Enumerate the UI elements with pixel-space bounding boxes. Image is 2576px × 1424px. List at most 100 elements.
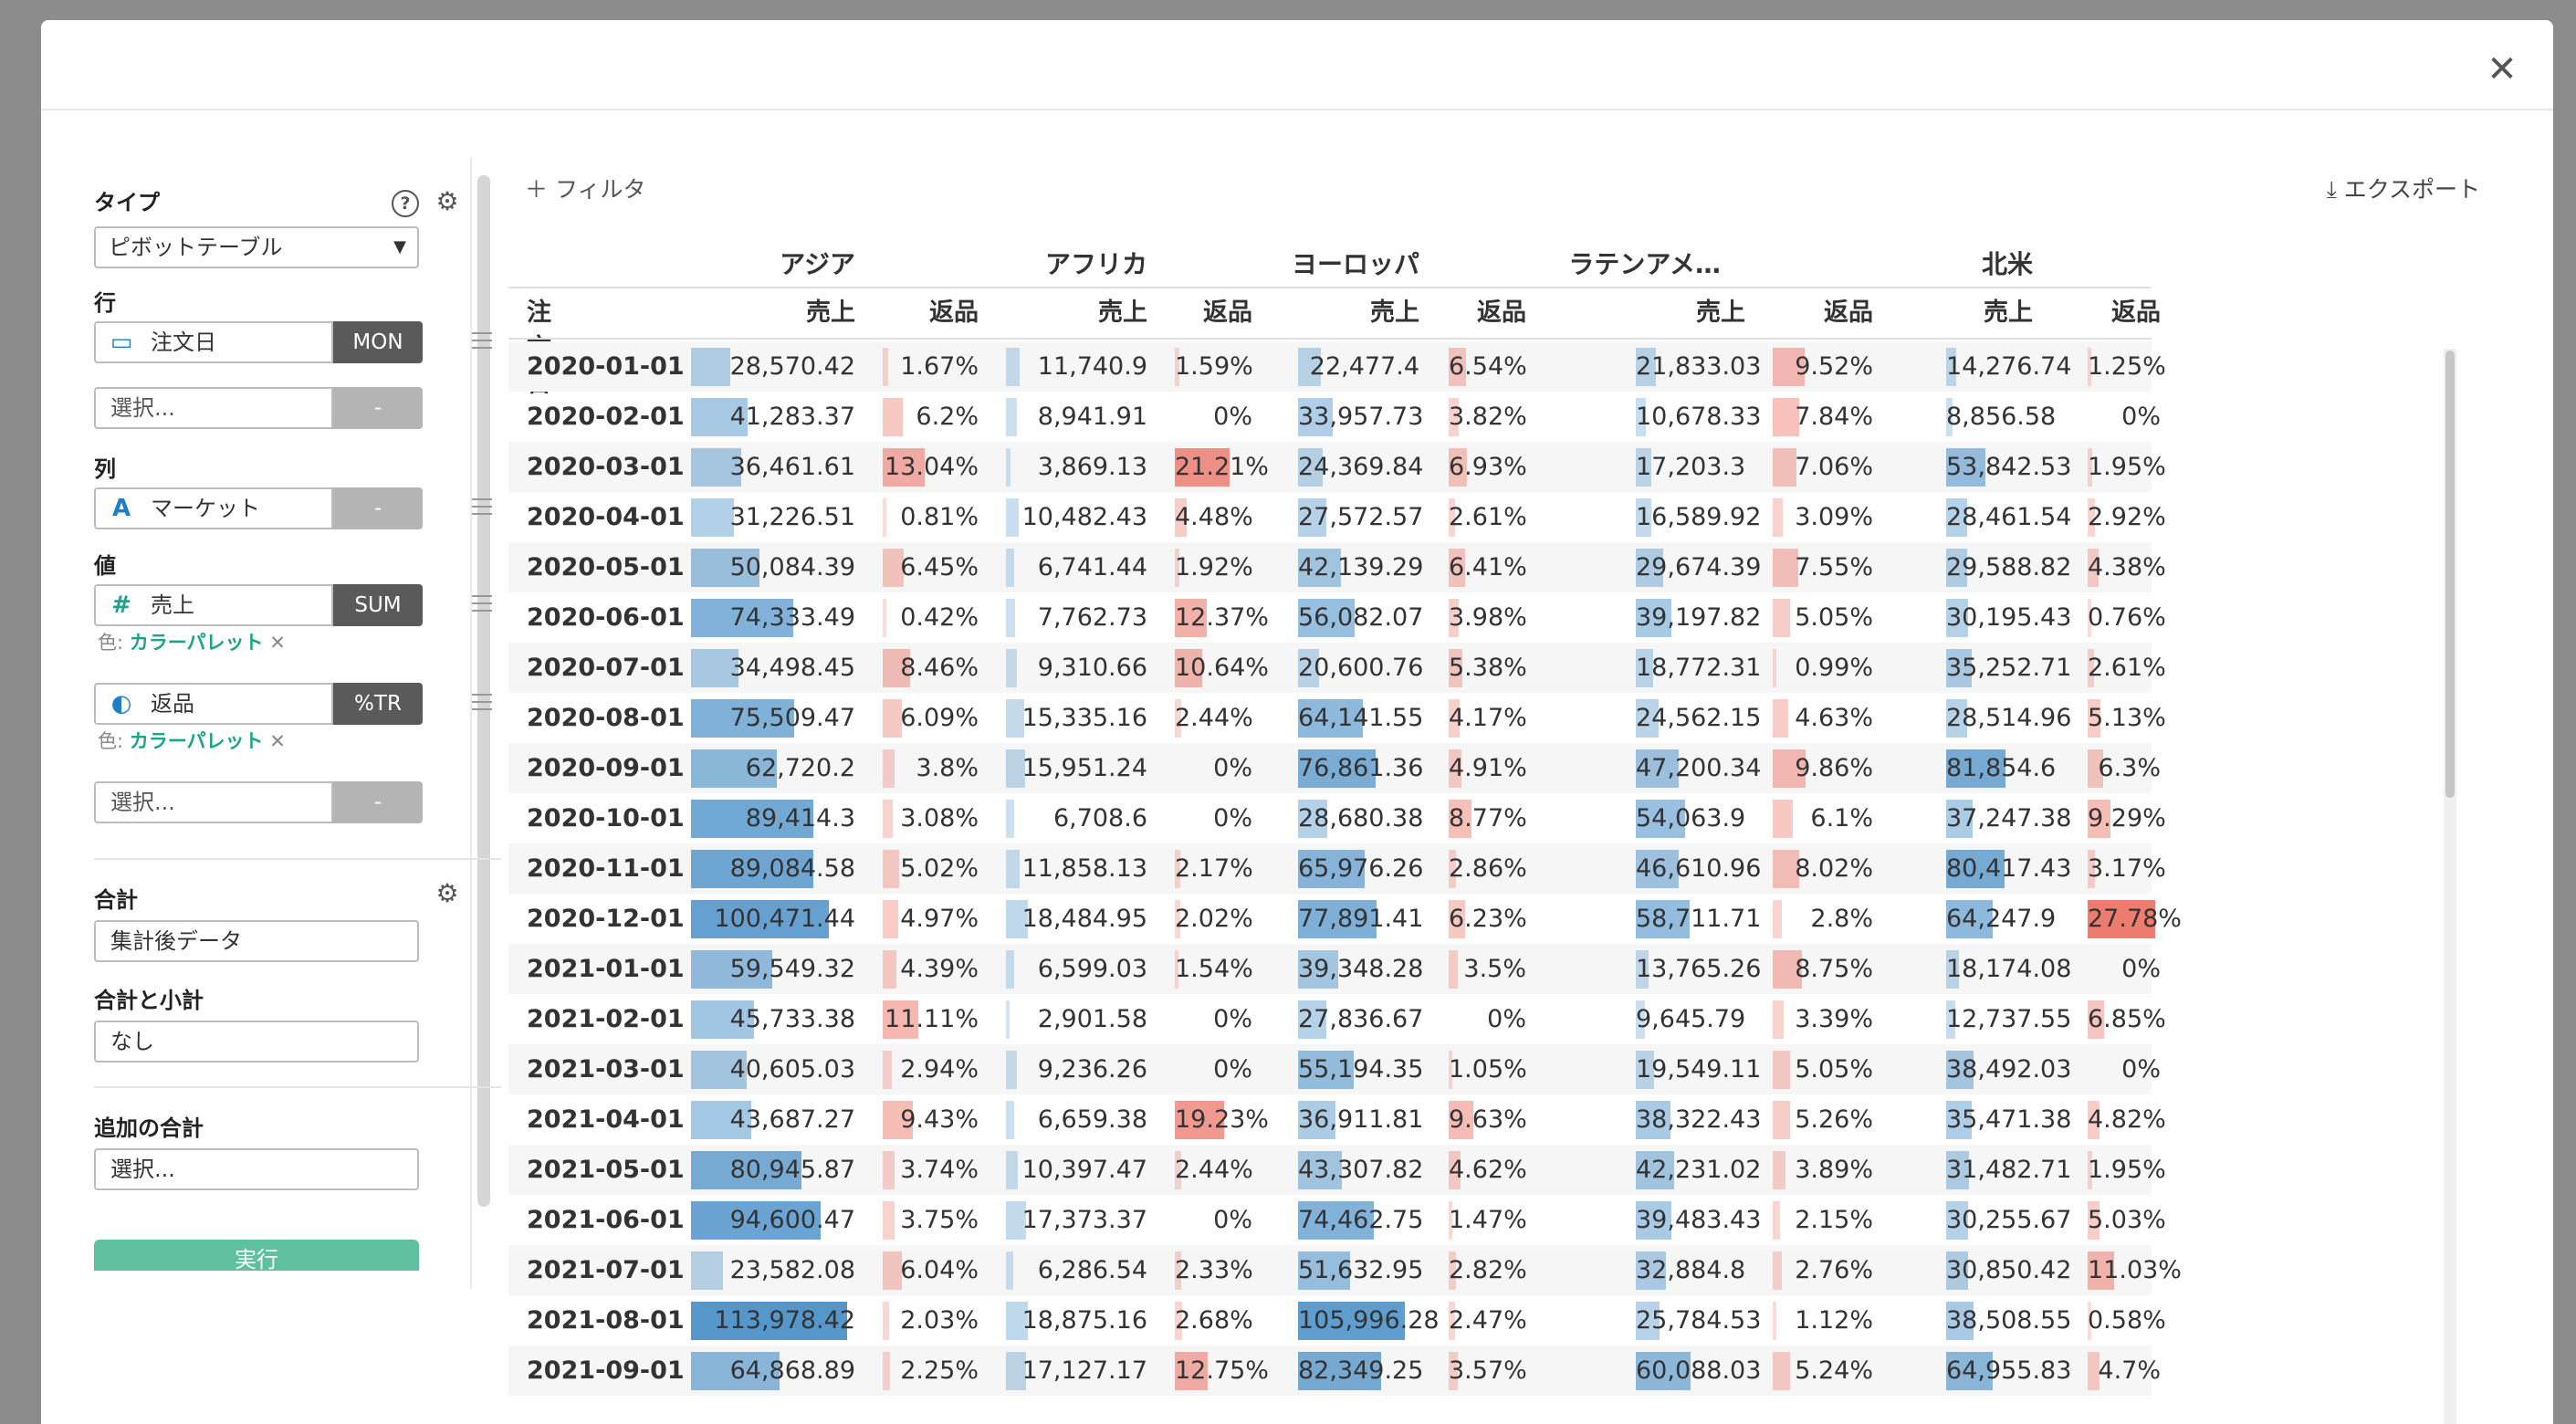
value-select-field[interactable]: 選択... - (94, 781, 423, 823)
sales-value: 19,549.11 (1636, 1055, 1762, 1084)
column-tag[interactable]: - (333, 487, 423, 529)
subtotal-input[interactable]: なし (94, 1021, 419, 1063)
column-group-header[interactable]: 北米 (1981, 249, 2033, 279)
color-palette-link[interactable]: カラーパレット (129, 632, 264, 654)
returns-value: 4.62% (1449, 1156, 1527, 1184)
sales-cell: 10,482.43 (1006, 492, 1147, 542)
sales-value: 38,322.43 (1636, 1105, 1762, 1134)
row-select-input[interactable]: 選択... (94, 387, 333, 429)
returns-column-header[interactable]: 返品 (2111, 298, 2161, 327)
sales-cell: 55,194.35 (1298, 1044, 1423, 1094)
row-aggregation-tag[interactable]: MON (333, 321, 423, 363)
extra-total-input[interactable]: 選択... (94, 1148, 419, 1190)
chart-type-select[interactable]: ピボットテーブル ▼ (94, 226, 419, 268)
returns-value: 2.25% (900, 1356, 979, 1385)
returns-value: 8.46% (900, 654, 979, 682)
sales-bar (691, 749, 778, 788)
sales-column-header[interactable]: 売上 (1370, 298, 1419, 327)
returns-cell: 2.02% (1175, 894, 1253, 944)
row-select-field[interactable]: 選択... - (94, 387, 423, 429)
gear-icon[interactable]: ⚙ (435, 878, 459, 908)
returns-color-setting[interactable]: 色: カラーパレット ✕ (98, 727, 286, 754)
returns-value: 0.81% (900, 503, 979, 531)
add-filter-button[interactable]: ＋ フィルタ (525, 172, 645, 204)
sales-column-header[interactable]: 売上 (806, 298, 855, 327)
run-button[interactable]: 実行 (94, 1240, 419, 1271)
sales-value: 9,645.79 (1636, 1005, 1746, 1033)
sales-bar (1946, 498, 1967, 537)
returns-column-header[interactable]: 返品 (1824, 298, 1873, 327)
sales-cell: 74,462.75 (1298, 1195, 1423, 1245)
returns-cell: 6.85% (2088, 994, 2166, 1044)
returns-value: 0.58% (2088, 1306, 2166, 1335)
returns-bar (1449, 348, 1466, 386)
remove-icon[interactable]: ✕ (269, 632, 286, 654)
gear-icon[interactable]: ⚙ (435, 186, 459, 216)
sales-column-header[interactable]: 売上 (1098, 298, 1147, 327)
value-returns-tag[interactable]: %TR (333, 683, 423, 725)
returns-bar (883, 1151, 895, 1189)
sales-bar (1298, 950, 1338, 989)
total-input[interactable]: 集計後データ (94, 920, 419, 962)
returns-value: 4.38% (2088, 553, 2166, 581)
sales-value: 6,659.38 (1037, 1105, 1147, 1134)
returns-bar (883, 1302, 890, 1340)
sales-cell: 38,508.55 (1946, 1295, 2071, 1345)
sales-bar (691, 1151, 802, 1189)
returns-column-header[interactable]: 返品 (929, 298, 979, 327)
returns-value: 1.59% (1175, 352, 1253, 381)
column-group-header[interactable]: アジア (780, 249, 855, 279)
row-field[interactable]: ▭ 注文日 MON (94, 321, 423, 363)
color-palette-link[interactable]: カラーパレット (129, 730, 264, 752)
sales-cell: 53,842.53 (1946, 442, 2071, 492)
close-icon[interactable]: ✕ (2487, 48, 2518, 90)
returns-column-header[interactable]: 返品 (1203, 298, 1252, 327)
value-sales-tag[interactable]: SUM (333, 584, 423, 626)
help-icon[interactable]: ? (392, 190, 419, 217)
sales-cell: 13,765.26 (1636, 944, 1761, 994)
value-field-sales[interactable]: # 売上 SUM (94, 584, 423, 626)
sales-column-header[interactable]: 売上 (1696, 298, 1745, 327)
returns-cell: 6.2% (883, 392, 979, 442)
returns-bar (2088, 1151, 2093, 1189)
sales-cell: 47,200.34 (1636, 743, 1761, 793)
column-field[interactable]: A マーケット - (94, 487, 423, 529)
sales-column-header[interactable]: 売上 (1984, 298, 2033, 327)
returns-bar (883, 599, 886, 637)
export-button[interactable]: ⤓ エクスポート (2327, 172, 2480, 204)
sales-bar (1298, 699, 1364, 738)
value-select-input[interactable]: 選択... (94, 781, 333, 823)
sales-value: 25,784.53 (1636, 1306, 1762, 1335)
returns-value: 11.03% (2088, 1256, 2182, 1284)
column-group-header[interactable]: ラテンアメ… (1568, 249, 1721, 279)
returns-bar (883, 498, 886, 537)
sales-bar (1636, 1352, 1691, 1390)
column-group-header[interactable]: ヨーロッパ (1291, 249, 1419, 279)
drag-handle-icon[interactable] (472, 332, 492, 349)
column-group-header[interactable]: アフリカ (1044, 249, 1147, 279)
sales-bar (691, 1352, 780, 1390)
returns-bar (1175, 549, 1180, 587)
sales-color-setting[interactable]: 色: カラーパレット ✕ (98, 628, 286, 655)
returns-cell: 3.57% (1449, 1345, 1527, 1396)
returns-value: 2.17% (1175, 854, 1253, 883)
sales-bar (691, 699, 795, 738)
sales-cell: 29,588.82 (1946, 542, 2071, 592)
drag-handle-icon[interactable] (472, 595, 492, 612)
returns-bar (883, 448, 925, 487)
value-field-returns[interactable]: ◐ 返品 %TR (94, 683, 423, 725)
sales-bar (1946, 1151, 1969, 1189)
returns-bar (1449, 1051, 1452, 1089)
returns-cell: 4.17% (1449, 693, 1527, 743)
sales-value: 74,462.75 (1298, 1206, 1424, 1234)
table-scrollbar[interactable] (2445, 351, 2455, 798)
drag-handle-icon[interactable] (472, 498, 492, 515)
returns-column-header[interactable]: 返品 (1477, 298, 1526, 327)
returns-bar (1175, 348, 1179, 386)
returns-bar (1449, 1201, 1453, 1240)
returns-bar (2088, 1352, 2100, 1390)
remove-icon[interactable]: ✕ (269, 730, 286, 752)
drag-handle-icon[interactable] (472, 694, 492, 710)
returns-value: 4.91% (1449, 754, 1527, 782)
sidebar-scrollbar[interactable] (477, 175, 490, 1207)
